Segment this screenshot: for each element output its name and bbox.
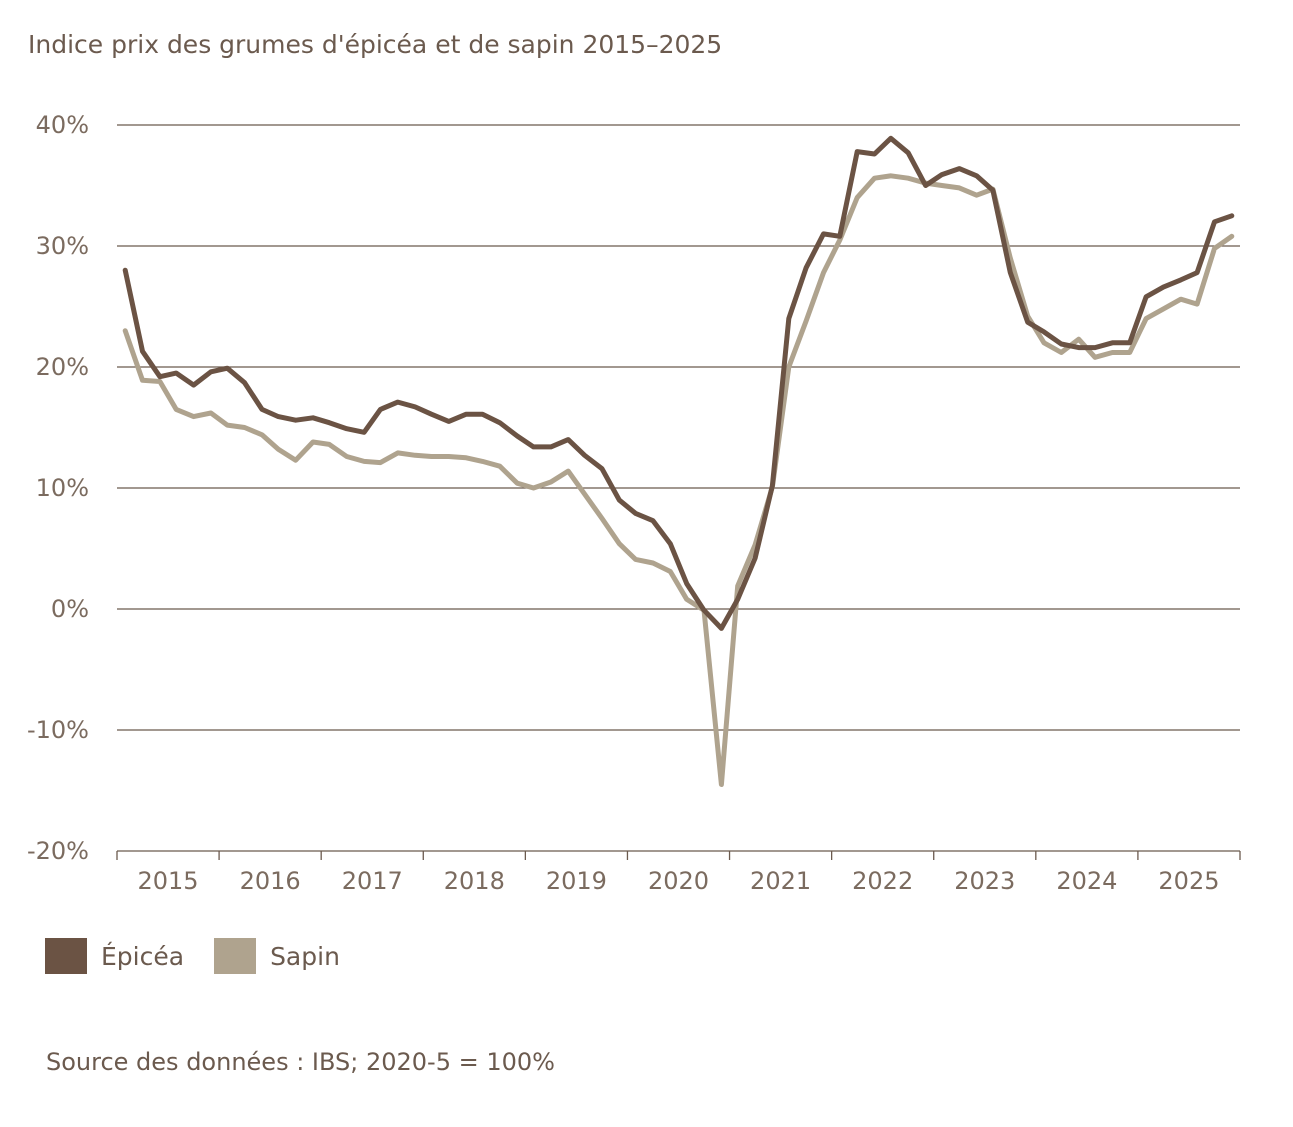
- y-tick-label: -20%: [27, 837, 89, 865]
- x-tick-label: 2018: [444, 867, 505, 895]
- x-axis: 2015 2016 2017 2018 2019 2020 2021 2022 2023 2024…: [116, 850, 1241, 895]
- line-chart: -20%-10%0%10%20%30%40% 2015 2016 2017 2018 2…: [27, 111, 1241, 895]
- y-tick-label: 20%: [36, 353, 89, 381]
- source-note: Source des données : IBS; 2020-5 = 100%: [46, 1048, 555, 1076]
- x-tick-label: 2022: [852, 867, 913, 895]
- x-tick-label: 2016: [240, 867, 301, 895]
- x-tick-label: 2015: [138, 867, 199, 895]
- x-tick-label: 2024: [1056, 867, 1117, 895]
- legend-swatch-epicea: [45, 938, 87, 974]
- legend-label-epicea: Épicéa: [101, 941, 185, 971]
- legend: Épicéa Sapin: [45, 938, 370, 974]
- x-tick-label: 2020: [648, 867, 709, 895]
- y-tick-label: 30%: [36, 232, 89, 260]
- legend-item-epicea: Épicéa: [45, 938, 184, 974]
- y-tick-label: 10%: [36, 474, 89, 502]
- chart-title: Indice prix des grumes d'épicéa et de sa…: [28, 30, 723, 59]
- y-axis-ticks: -20% -10% 0% 10% 20% 30% 40%: [27, 111, 89, 865]
- x-tick-label: 2017: [342, 867, 403, 895]
- y-tick-label: -10%: [27, 716, 89, 744]
- series-lines: [122, 135, 1235, 787]
- x-tick-label: 2019: [546, 867, 607, 895]
- series-line-epicea: [122, 135, 1235, 631]
- legend-label-sapin: Sapin: [270, 941, 340, 971]
- x-tick-label: 2023: [954, 867, 1015, 895]
- x-tick-label: 2021: [750, 867, 811, 895]
- y-tick-label: 0%: [51, 595, 89, 623]
- legend-swatch-sapin: [214, 938, 257, 974]
- legend-item-sapin: Sapin: [214, 938, 340, 974]
- y-tick-label: 40%: [36, 111, 89, 139]
- x-tick-label: 2025: [1158, 867, 1219, 895]
- series-line-sapin: [122, 173, 1235, 787]
- gridlines: [117, 124, 1240, 731]
